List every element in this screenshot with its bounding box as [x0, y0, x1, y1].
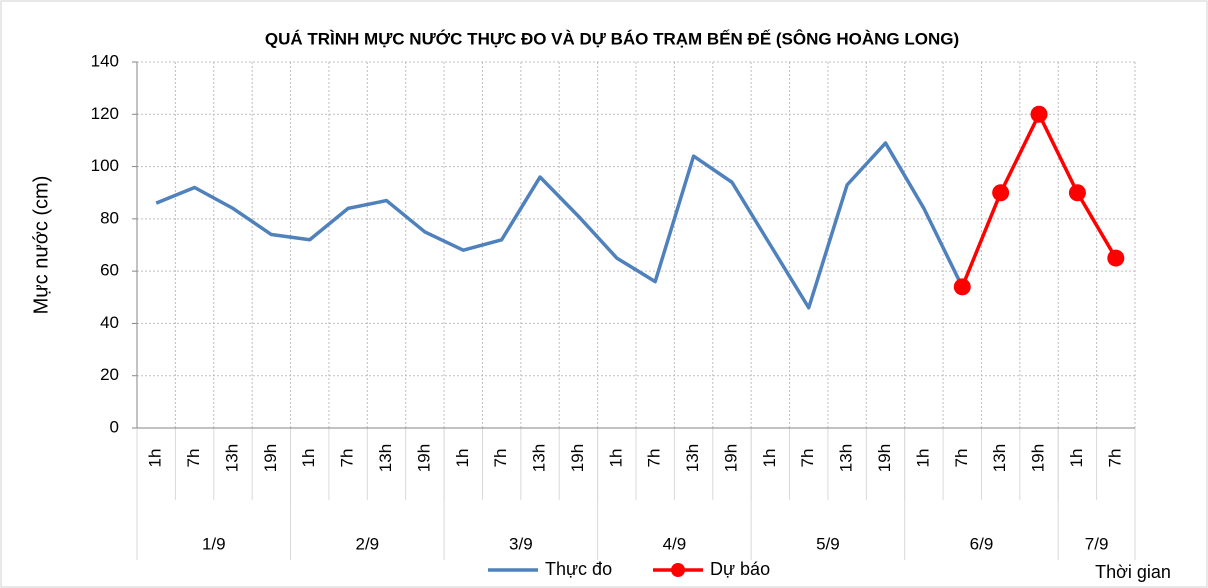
y-tick-label: 60	[100, 261, 119, 280]
y-tick-label: 80	[100, 208, 119, 227]
x-tick-label: 19h	[1029, 444, 1048, 472]
x-tick-label: 7h	[1105, 449, 1124, 468]
x-tick-label: 7h	[338, 449, 357, 468]
y-axis-label: Mực nước (cm)	[30, 176, 52, 315]
x-tick-label: 19h	[261, 444, 280, 472]
x-tick-label: 1h	[913, 449, 932, 468]
x-tick-label: 13h	[990, 444, 1009, 472]
x-tick-label: 13h	[683, 444, 702, 472]
point	[953, 278, 971, 296]
point	[1107, 249, 1125, 267]
x-tick-label: 7h	[645, 449, 664, 468]
x-tick-label: 1h	[606, 449, 625, 468]
x-tick-label: 19h	[568, 444, 587, 472]
legend-label: Dự báo	[710, 559, 770, 579]
x-tick-label: 1h	[146, 449, 165, 468]
x-tick-label: 19h	[414, 444, 433, 472]
y-tick-label: 100	[91, 156, 119, 175]
group-label: 3/9	[509, 534, 533, 553]
x-tick-label: 1h	[760, 449, 779, 468]
chart-title: QUÁ TRÌNH MỰC NƯỚC THỰC ĐO VÀ DỰ BÁO TRẠ…	[265, 29, 959, 48]
point	[1030, 105, 1048, 123]
point	[992, 184, 1010, 202]
y-tick-label: 20	[100, 365, 119, 384]
point	[1068, 184, 1086, 202]
x-tick-label: 13h	[222, 444, 241, 472]
x-tick-label: 1h	[1067, 449, 1086, 468]
x-tick-label: 13h	[376, 444, 395, 472]
x-tick-label: 1h	[299, 449, 318, 468]
x-tick-label: 7h	[798, 449, 817, 468]
x-tick-label: 7h	[491, 449, 510, 468]
y-tick-label: 40	[100, 313, 119, 332]
group-label: 7/9	[1085, 534, 1109, 553]
y-tick-label: 0	[110, 417, 119, 436]
series-line	[155, 141, 964, 310]
group-label: 6/9	[970, 534, 994, 553]
group-label: 2/9	[355, 534, 379, 553]
x-tick-label: 19h	[721, 444, 740, 472]
x-tick-label: 1h	[453, 449, 472, 468]
x-tick-label: 7h	[952, 449, 971, 468]
y-tick-label: 140	[91, 51, 119, 70]
group-label: 5/9	[816, 534, 840, 553]
y-tick-label: 120	[91, 104, 119, 123]
x-axis-label: Thời gian	[1095, 562, 1171, 582]
x-tick-label: 19h	[875, 444, 894, 472]
x-tick-label: 13h	[837, 444, 856, 472]
legend-marker	[671, 563, 685, 577]
group-label: 1/9	[202, 534, 226, 553]
legend-label: Thực đo	[545, 559, 612, 579]
x-tick-label: 13h	[530, 444, 549, 472]
x-tick-label: 7h	[184, 449, 203, 468]
group-label: 4/9	[663, 534, 687, 553]
